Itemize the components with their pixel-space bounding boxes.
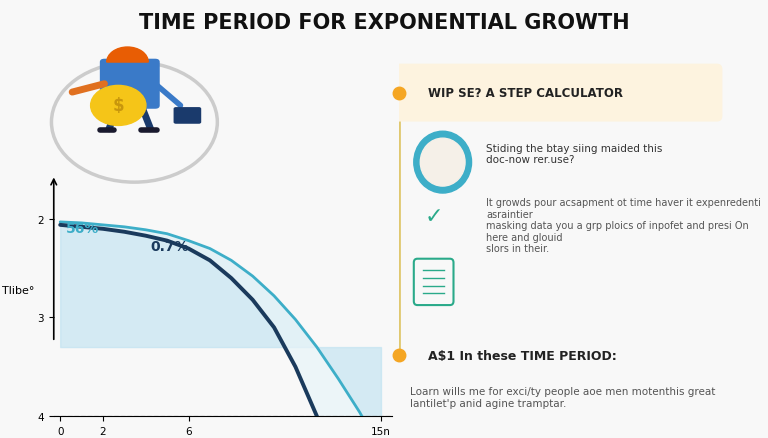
Circle shape xyxy=(91,86,146,126)
Text: 0.7%: 0.7% xyxy=(150,239,188,253)
Text: Stiding the btay siing maided this
doc-now rer.use?: Stiding the btay siing maided this doc-n… xyxy=(486,144,662,165)
Circle shape xyxy=(414,132,472,194)
Text: Loarn wills me for exci/ty people aoe men motenthis great
lantilet'p anid agine : Loarn wills me for exci/ty people aoe me… xyxy=(410,386,716,408)
Text: 56%: 56% xyxy=(65,221,99,235)
FancyBboxPatch shape xyxy=(100,60,160,110)
FancyBboxPatch shape xyxy=(394,64,723,122)
Y-axis label: Tlibe°: Tlibe° xyxy=(2,286,35,296)
Circle shape xyxy=(108,49,147,77)
Text: A$1 In these TIME PERIOD:: A$1 In these TIME PERIOD: xyxy=(429,349,617,362)
Text: TIME PERIOD FOR EXPONENTIAL GROWTH: TIME PERIOD FOR EXPONENTIAL GROWTH xyxy=(139,13,629,33)
Text: ✓: ✓ xyxy=(425,207,443,227)
FancyBboxPatch shape xyxy=(174,108,201,124)
Text: $: $ xyxy=(112,97,124,115)
Wedge shape xyxy=(107,48,148,63)
Circle shape xyxy=(420,139,465,187)
Text: WIP SE? A STEP CALCULATOR: WIP SE? A STEP CALCULATOR xyxy=(429,87,624,100)
Text: It growds pour acsapment ot time haver it expenredenti asraintier
masking data y: It growds pour acsapment ot time haver i… xyxy=(486,198,761,254)
